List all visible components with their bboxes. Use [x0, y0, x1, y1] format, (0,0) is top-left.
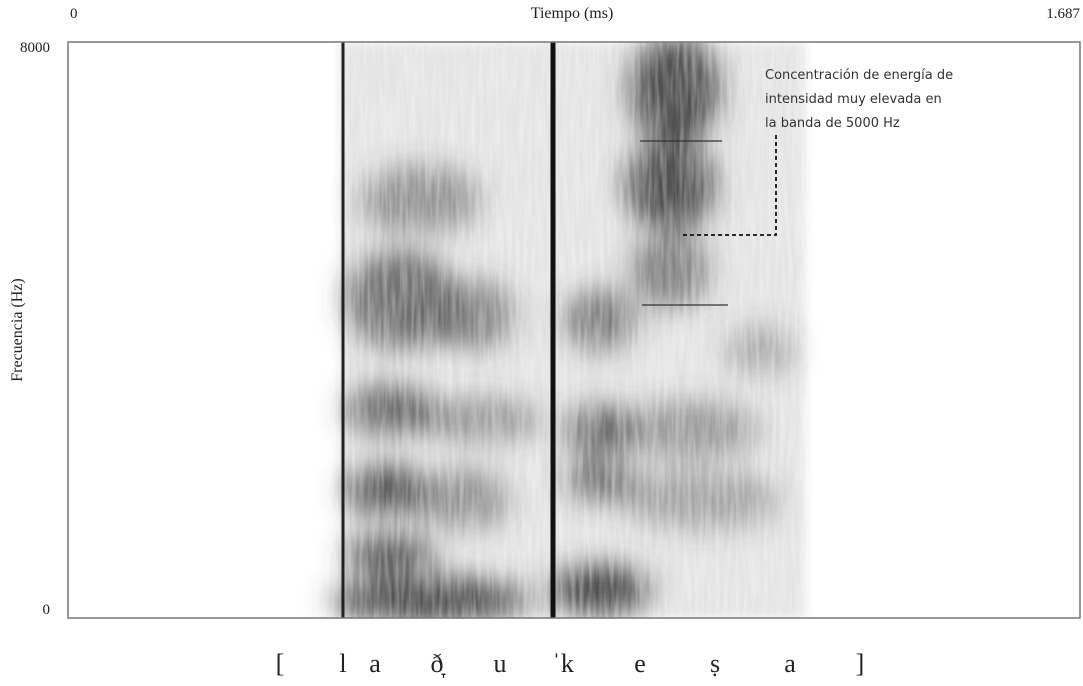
transcription-symbol: ṣ	[710, 649, 720, 678]
transcription-symbol: a	[784, 649, 796, 678]
transcription-symbol: u	[494, 649, 507, 678]
transcription-symbol: [	[276, 649, 285, 678]
spectrogram-image	[330, 42, 805, 618]
x-tick-label: 1.687	[1046, 6, 1080, 22]
transcription-symbol: l	[339, 649, 346, 678]
y-tick-label: 0	[43, 602, 51, 618]
x-axis-label: Tiempo (ms)	[531, 5, 614, 22]
transcription-symbol: ð̞	[431, 649, 447, 678]
y-axis-label: Frecuencia (Hz)	[9, 278, 26, 382]
annotation-text: intensidad muy elevada en	[765, 92, 942, 107]
plot-frame	[67, 41, 1081, 619]
transcription-symbol: e	[634, 649, 646, 678]
transcription-symbol: a	[369, 649, 381, 678]
x-tick-label: 0	[70, 6, 78, 22]
annotation-text: la banda de 5000 Hz	[765, 116, 900, 131]
y-tick-label: 8000	[20, 40, 50, 56]
transcription-symbol: ˈk	[552, 649, 574, 678]
annotation-connector	[680, 135, 777, 236]
transcription-symbol: ]	[856, 649, 865, 678]
annotation-text: Concentración de energía de	[765, 68, 953, 83]
